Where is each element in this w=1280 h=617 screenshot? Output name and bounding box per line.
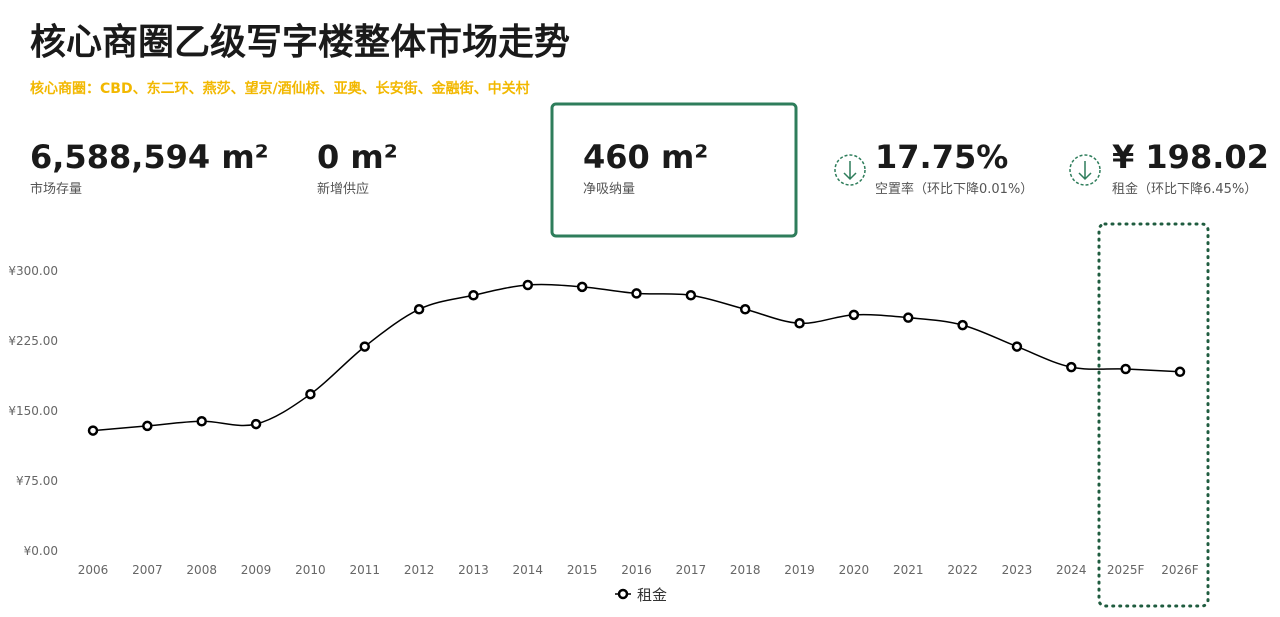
point bbox=[1174, 366, 1186, 378]
y-tick-label: ¥300.00 bbox=[8, 264, 58, 278]
x-tick-label: 2024 bbox=[1056, 563, 1087, 577]
point bbox=[739, 304, 751, 315]
x-tick-label: 2025F bbox=[1107, 563, 1145, 577]
kpi-label: 租金（环比下降6.45%） bbox=[1112, 181, 1257, 197]
x-tick-label: 2011 bbox=[349, 563, 380, 577]
title: 核心商圈乙级写字楼整体市场走势 bbox=[30, 22, 570, 63]
x-tick-label: 2018 bbox=[730, 563, 761, 577]
kpi-label: 新增供应 bbox=[317, 181, 369, 197]
x-tick-label: 2015 bbox=[567, 563, 598, 577]
subtitle: 核心商圈：CBD、东二环、燕莎、望京/酒仙桥、亚奥、长安街、金融街、中关村 bbox=[30, 80, 530, 97]
point bbox=[413, 304, 425, 315]
kpi-value: 460 m² bbox=[583, 138, 708, 176]
x-tick-label: 2014 bbox=[513, 563, 544, 577]
point bbox=[685, 290, 697, 301]
kpi-label: 市场存量 bbox=[30, 181, 82, 197]
x-tick-label: 2020 bbox=[839, 563, 870, 577]
x-tick-label: 2017 bbox=[676, 563, 707, 577]
point bbox=[957, 319, 968, 331]
forecast-box bbox=[1097, 222, 1210, 608]
x-tick-label: 2016 bbox=[621, 563, 652, 577]
legend-marker bbox=[617, 588, 629, 600]
point bbox=[305, 388, 316, 400]
kpi-label: 空置率（环比下降0.01%） bbox=[875, 181, 1033, 197]
legend-label: 租金 bbox=[637, 586, 667, 604]
y-tick-label: ¥75.00 bbox=[16, 474, 58, 488]
kpi-value: 0 m² bbox=[317, 138, 398, 176]
x-tick-label: 2008 bbox=[186, 563, 217, 577]
point bbox=[794, 318, 805, 329]
y-tick-label: ¥225.00 bbox=[8, 334, 58, 348]
point bbox=[631, 288, 642, 299]
x-tick-label: 2007 bbox=[132, 563, 163, 577]
x-tick-label: 2019 bbox=[784, 563, 815, 577]
point bbox=[848, 309, 860, 321]
point bbox=[359, 341, 370, 352]
x-tick-label: 2026F bbox=[1161, 563, 1199, 577]
down-icon bbox=[1069, 154, 1101, 186]
x-tick-label: 2010 bbox=[295, 563, 326, 577]
point bbox=[522, 279, 534, 291]
line bbox=[92, 283, 1181, 432]
point bbox=[903, 312, 914, 323]
point bbox=[196, 416, 207, 427]
point bbox=[468, 290, 479, 301]
kpi-value: 17.75% bbox=[875, 138, 1008, 176]
x-tick-label: 2021 bbox=[893, 563, 924, 577]
point bbox=[1120, 363, 1131, 375]
x-tick-label: 2012 bbox=[404, 563, 435, 577]
x-tick-label: 2009 bbox=[241, 563, 272, 577]
kpi-value: 6,588,594 m² bbox=[30, 138, 269, 176]
x-tick-label: 2013 bbox=[458, 563, 489, 577]
x-tick-label: 2023 bbox=[1002, 563, 1033, 577]
point bbox=[142, 420, 153, 432]
kpi-value: ¥ 198.02 bbox=[1112, 138, 1269, 176]
point bbox=[87, 425, 99, 436]
kpi-label: 净吸纳量 bbox=[583, 182, 635, 197]
point bbox=[250, 418, 262, 430]
x-tick-label: 2022 bbox=[947, 563, 978, 577]
down-icon bbox=[834, 154, 866, 186]
highlight-box bbox=[550, 102, 798, 238]
point bbox=[1066, 361, 1077, 373]
x-tick-label: 2006 bbox=[78, 563, 109, 577]
y-tick-label: ¥150.00 bbox=[8, 404, 58, 418]
point bbox=[576, 281, 588, 293]
y-tick-label: ¥0.00 bbox=[24, 544, 58, 558]
point bbox=[1011, 341, 1023, 352]
